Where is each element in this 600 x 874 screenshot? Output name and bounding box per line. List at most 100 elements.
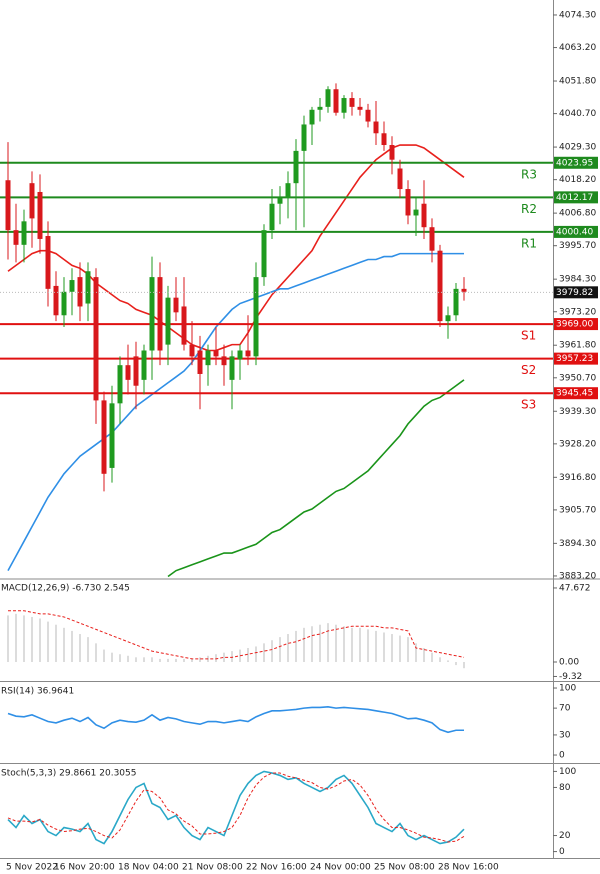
histogram-bar bbox=[31, 616, 33, 662]
histogram-bar bbox=[439, 657, 441, 662]
candle-body bbox=[189, 344, 195, 357]
candle-body bbox=[45, 236, 51, 289]
candle-body bbox=[261, 230, 267, 278]
last-price-tag bbox=[554, 286, 598, 299]
candle-body bbox=[309, 109, 315, 125]
histogram-bar bbox=[399, 635, 401, 662]
candle-body bbox=[333, 89, 339, 113]
histogram-bar bbox=[199, 657, 201, 662]
x-tick-label: 24 Nov 00:00 bbox=[310, 863, 371, 873]
y-tick-label: 3883.20 bbox=[559, 571, 596, 581]
indicator-line bbox=[7, 144, 465, 352]
candle-body bbox=[221, 356, 227, 366]
histogram-bar bbox=[431, 652, 433, 662]
candle-body bbox=[341, 98, 347, 113]
level-value: 3969.00 bbox=[556, 320, 593, 330]
last-price-value: 3979.82 bbox=[556, 288, 593, 298]
candle-body bbox=[421, 203, 427, 228]
histogram-bar bbox=[47, 621, 49, 662]
candle-body bbox=[413, 209, 419, 216]
candle-body bbox=[141, 350, 147, 380]
x-tick-label: 28 Nov 16:00 bbox=[438, 863, 499, 873]
candle-body bbox=[29, 183, 35, 219]
y-tick-label: 3973.20 bbox=[559, 307, 596, 317]
indicator-line bbox=[7, 770, 465, 845]
candle-body bbox=[125, 365, 131, 380]
level-name: R3 bbox=[521, 167, 537, 181]
candle-body bbox=[285, 183, 291, 198]
histogram-bar bbox=[407, 637, 409, 662]
candle-body bbox=[109, 403, 115, 468]
x-tick-label: 16 Nov 20:00 bbox=[54, 863, 115, 873]
candle-body bbox=[301, 124, 307, 151]
y-tick-label: 0 bbox=[559, 751, 565, 761]
candle-body bbox=[149, 277, 155, 351]
candle-body bbox=[253, 277, 259, 357]
histogram-bar bbox=[119, 654, 121, 662]
indicator-line bbox=[167, 379, 465, 578]
indicator-line bbox=[7, 705, 464, 734]
candle-body bbox=[53, 285, 59, 316]
histogram-bar bbox=[287, 634, 289, 662]
y-tick-label: 3995.70 bbox=[559, 241, 596, 251]
candle-body bbox=[5, 180, 11, 231]
histogram-bar bbox=[367, 629, 369, 662]
candle-body bbox=[325, 89, 331, 107]
histogram-bar bbox=[415, 643, 417, 662]
histogram-bar bbox=[15, 613, 17, 662]
level-tag bbox=[554, 387, 598, 400]
candle-body bbox=[69, 280, 75, 292]
histogram-bar bbox=[255, 646, 257, 662]
y-tick-label: 20 bbox=[559, 831, 571, 841]
histogram-bar bbox=[455, 661, 457, 666]
histogram-bar bbox=[279, 637, 281, 662]
y-tick-label: 30 bbox=[559, 730, 571, 740]
panel-title: RSI(14) 36.9641 bbox=[1, 687, 74, 697]
histogram-bar bbox=[335, 624, 337, 662]
level-value: 4023.95 bbox=[556, 158, 593, 168]
level-value: 3957.23 bbox=[556, 354, 593, 364]
candle-body bbox=[461, 288, 467, 292]
histogram-bar bbox=[71, 630, 73, 662]
level-name: S2 bbox=[521, 363, 536, 377]
candle-body bbox=[445, 315, 451, 322]
histogram-bar bbox=[191, 658, 193, 662]
histogram-bar bbox=[319, 624, 321, 662]
histogram-bar bbox=[79, 634, 81, 662]
x-tick-label: 18 Nov 04:00 bbox=[118, 863, 179, 873]
candle-body bbox=[101, 400, 107, 474]
candle-body bbox=[173, 297, 179, 313]
y-tick-label: 100 bbox=[559, 684, 576, 694]
candle-body bbox=[77, 277, 83, 307]
candle-body bbox=[205, 350, 211, 366]
histogram-bar bbox=[63, 627, 65, 662]
candle-body bbox=[317, 106, 323, 110]
y-tick-label: 70 bbox=[559, 704, 571, 714]
x-tick-label: 5 Nov 2022 bbox=[6, 863, 58, 873]
y-tick-label: -9.32 bbox=[559, 672, 582, 682]
panel-title: MACD(12,26,9) -6.730 2.545 bbox=[1, 584, 130, 594]
histogram-bar bbox=[167, 658, 169, 662]
level-value: 4000.40 bbox=[556, 227, 593, 237]
indicator-line bbox=[8, 610, 465, 660]
candle-body bbox=[237, 350, 243, 360]
histogram-bar bbox=[151, 657, 153, 662]
candle-body bbox=[181, 306, 187, 345]
y-tick-label: 4051.80 bbox=[559, 77, 596, 87]
histogram-bar bbox=[295, 630, 297, 662]
histogram-bar bbox=[143, 657, 145, 662]
y-tick-label: 4040.70 bbox=[559, 109, 596, 119]
candle-body bbox=[389, 145, 395, 160]
level-tag bbox=[554, 352, 598, 365]
candle-body bbox=[245, 350, 251, 357]
candle-body bbox=[133, 356, 139, 386]
candle-body bbox=[93, 277, 99, 401]
histogram-bar bbox=[327, 623, 329, 662]
histogram-bar bbox=[375, 630, 377, 662]
histogram-bar bbox=[95, 643, 97, 662]
histogram-bar bbox=[359, 627, 361, 662]
histogram-bar bbox=[111, 652, 113, 662]
y-tick-label: 4074.30 bbox=[559, 10, 596, 20]
histogram-bar bbox=[127, 655, 129, 662]
